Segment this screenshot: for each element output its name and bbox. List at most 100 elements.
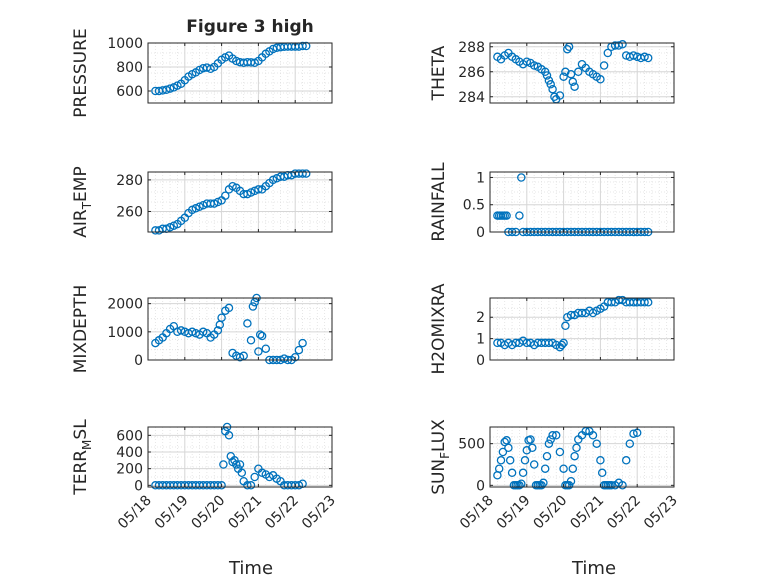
- data-point: [522, 57, 532, 66]
- y-tick-label: 600: [116, 84, 143, 100]
- data-point: [162, 85, 171, 95]
- y-tick-label: 0: [476, 225, 485, 241]
- data-point: [588, 431, 598, 440]
- data-point: [237, 468, 247, 478]
- data-point: [235, 460, 245, 469]
- panel-h2omixra: 0 1 2 H2OMIXRA: [429, 283, 675, 375]
- data-point: [213, 326, 223, 335]
- data-point: [522, 338, 532, 348]
- data-point: [596, 75, 605, 84]
- y-axis-label: PRESSURE: [71, 28, 91, 117]
- axes-box: [489, 297, 675, 361]
- data-point: [255, 330, 265, 339]
- data-point: [618, 40, 627, 49]
- data-point: [640, 52, 649, 62]
- data-point: [243, 319, 252, 328]
- data-point: [250, 472, 259, 482]
- data-point: [250, 297, 259, 307]
- y-tick-label: 260: [116, 204, 143, 220]
- data-point: [298, 41, 307, 51]
- y-tick-label: 1000: [107, 36, 143, 52]
- x-tick-label: 05/21: [567, 493, 607, 533]
- y-tick-label: 500: [458, 437, 485, 453]
- data-point: [618, 481, 627, 490]
- data-point: [528, 443, 537, 453]
- data-point: [559, 338, 568, 348]
- y-tick-label: 1000: [107, 325, 143, 341]
- data-point: [261, 344, 271, 353]
- data-point: [494, 464, 504, 473]
- data-point: [557, 340, 567, 350]
- y-tick-label: 0: [476, 353, 485, 369]
- data-point: [577, 308, 587, 318]
- data-point: [298, 338, 307, 348]
- data-point: [539, 478, 548, 488]
- data-point: [505, 456, 515, 465]
- data-point: [546, 80, 555, 89]
- y-tick-label: 800: [116, 60, 143, 76]
- x-tick-label: 05/23: [641, 493, 681, 533]
- data-point: [603, 48, 613, 58]
- data-point: [550, 92, 559, 102]
- data-point: [224, 303, 234, 313]
- axes-box: [147, 297, 333, 361]
- y-axis-label: THETA: [429, 45, 449, 101]
- axes-box: [147, 171, 333, 233]
- y-tick-label: 200: [116, 462, 143, 478]
- y-tick-label: 2: [476, 310, 485, 326]
- y-axis-label: AIRTEMP: [71, 166, 94, 237]
- data-point: [568, 77, 578, 87]
- data-point: [496, 456, 506, 465]
- data-point: [548, 84, 557, 94]
- x-tick-label: 05/18: [457, 493, 497, 533]
- y-tick-label: 1: [476, 170, 485, 186]
- y-axis-label: MIXDEPTH: [71, 285, 91, 374]
- data-point: [176, 326, 186, 335]
- y-tick-label: 280: [116, 173, 143, 189]
- series-terr_msl: [151, 422, 307, 490]
- data-point: [219, 460, 228, 469]
- data-point: [564, 481, 574, 490]
- data-point: [529, 61, 539, 70]
- data-point: [544, 439, 554, 448]
- x-tick-label: 05/20: [189, 493, 229, 533]
- y-tick-label: 288: [458, 40, 485, 56]
- data-point: [542, 71, 552, 80]
- data-point: [551, 431, 561, 440]
- data-point: [643, 53, 653, 63]
- data-point: [507, 468, 517, 478]
- series-h2omixra: [493, 295, 653, 352]
- series-sun_flux: [493, 426, 642, 490]
- data-point: [232, 460, 241, 469]
- y-axis-label: TERRMSL: [71, 419, 94, 496]
- data-point: [217, 481, 226, 490]
- data-point: [559, 72, 568, 81]
- data-point: [566, 310, 576, 320]
- data-point: [555, 91, 565, 100]
- y-tick-label: 284: [458, 90, 485, 106]
- data-point: [597, 468, 607, 478]
- data-point: [517, 173, 526, 182]
- y-tick-label: 600: [116, 428, 143, 444]
- major-grid: [148, 427, 332, 487]
- x-tick-label: 05/21: [225, 493, 265, 533]
- data-point: [165, 84, 175, 93]
- x-tick-label: 05/18: [115, 493, 155, 533]
- data-point: [239, 351, 248, 361]
- data-point: [230, 456, 239, 465]
- data-point: [493, 338, 502, 348]
- data-point: [544, 338, 554, 348]
- data-point: [570, 451, 579, 461]
- x-tick-label: 05/22: [604, 493, 644, 533]
- data-point: [570, 82, 579, 91]
- data-point: [640, 298, 649, 307]
- data-point: [257, 331, 267, 341]
- data-point: [621, 456, 631, 465]
- data-point: [246, 336, 256, 345]
- data-point: [607, 298, 616, 307]
- data-point: [235, 352, 245, 362]
- data-point: [290, 352, 300, 362]
- data-point: [298, 169, 307, 178]
